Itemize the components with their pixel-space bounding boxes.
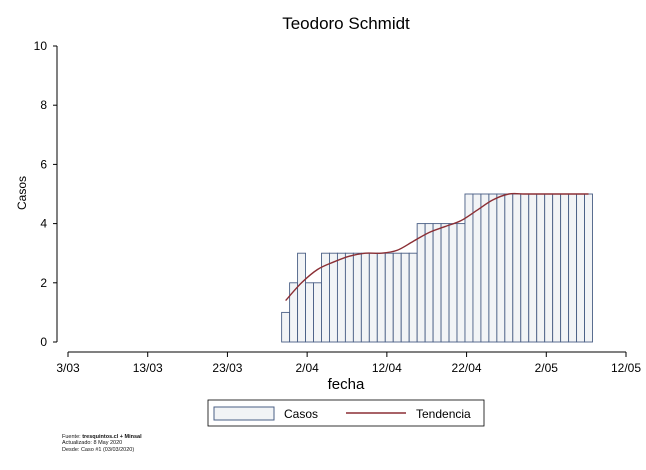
legend-label-casos: Casos <box>284 407 318 421</box>
bar <box>400 252 410 343</box>
y-tick-label: 2 <box>40 276 47 290</box>
footnote-source: Fuente: tresquintos.cl + Minsal <box>62 434 142 440</box>
x-tick-label: 13/03 <box>133 361 163 375</box>
bar <box>376 252 386 343</box>
bars <box>281 193 593 343</box>
legend-swatch-casos <box>213 406 275 421</box>
bar <box>368 252 378 343</box>
bar <box>456 223 466 343</box>
bar <box>496 193 506 343</box>
footnote-since: Desde: Caso #1 (03/03/2020) <box>62 446 135 453</box>
bar <box>480 193 490 343</box>
y-tick-label: 0 <box>40 335 47 349</box>
chart-title: Teodoro Schmidt <box>282 14 410 33</box>
bar <box>448 223 458 343</box>
bar <box>360 252 370 343</box>
bar <box>528 193 538 343</box>
bar <box>536 193 546 343</box>
bar <box>384 252 394 343</box>
bar <box>568 193 578 343</box>
y-tick-label: 8 <box>40 98 47 112</box>
footnote: Fuente: tresquintos.cl + Minsal Actualiz… <box>62 434 142 453</box>
bar <box>584 193 593 343</box>
bar <box>432 223 442 343</box>
y-ticks: 0 2 4 6 8 10 <box>34 39 57 349</box>
bar <box>472 193 482 343</box>
bar <box>305 282 314 343</box>
bar <box>392 252 402 343</box>
bar <box>488 193 498 343</box>
bar <box>512 193 522 343</box>
bar <box>440 223 450 343</box>
x-ticks: 3/03 13/03 23/03 2/04 12/04 22/04 2/05 12/05 <box>56 352 641 375</box>
bar <box>416 223 426 343</box>
bar <box>344 252 354 343</box>
bar <box>504 193 514 343</box>
bar <box>424 223 434 343</box>
x-tick-label: 2/05 <box>535 361 559 375</box>
bar <box>352 252 362 343</box>
bar <box>560 193 570 343</box>
bar <box>281 311 291 343</box>
bar <box>329 252 338 343</box>
x-tick-label: 12/05 <box>611 361 641 375</box>
y-tick-label: 10 <box>34 39 48 53</box>
x-tick-label: 3/03 <box>56 361 80 375</box>
y-tick-label: 6 <box>40 157 47 171</box>
x-tick-label: 23/03 <box>212 361 242 375</box>
bar <box>576 193 585 343</box>
x-axis-label: fecha <box>328 376 365 393</box>
footnote-updated: Actualizado: 8 May 2020 <box>62 440 123 447</box>
y-axis-label: Casos <box>15 176 29 210</box>
bar <box>297 252 306 343</box>
bar <box>313 282 322 343</box>
legend: Casos Tendencia <box>207 399 485 427</box>
bar <box>408 252 418 343</box>
bar <box>520 193 530 343</box>
x-tick-label: 22/04 <box>452 361 482 375</box>
trend-line <box>285 192 589 302</box>
bar <box>552 193 562 343</box>
bar <box>336 252 346 343</box>
x-tick-label: 2/04 <box>295 361 319 375</box>
y-tick-label: 4 <box>40 217 47 231</box>
legend-label-tendencia: Tendencia <box>416 407 471 421</box>
bar <box>544 193 554 343</box>
x-tick-label: 12/04 <box>372 361 402 375</box>
